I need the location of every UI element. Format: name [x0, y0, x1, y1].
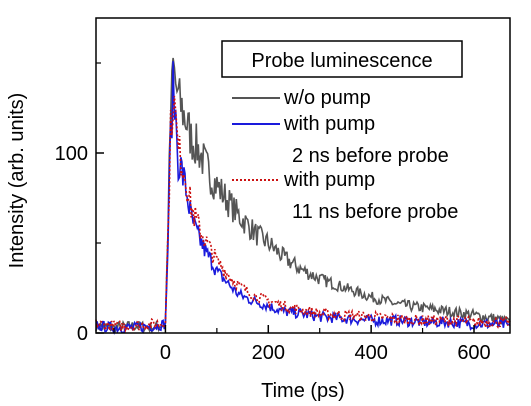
- axes: 0 200 400 600 0 100: [55, 62, 491, 364]
- y-tick-label: 0: [77, 323, 88, 345]
- x-tick-label: 0: [160, 342, 171, 364]
- y-tick-label: 100: [55, 143, 88, 165]
- x-axis-title: Time (ps): [261, 380, 345, 402]
- legend-label-2: with pump: [283, 113, 375, 135]
- legend-sublabel-2: 2 ns before probe: [292, 145, 449, 167]
- legend-title-box: [221, 40, 463, 78]
- legend-label-1: w/o pump: [283, 87, 371, 109]
- legend-sublabel-3: 11 ns before probe: [292, 201, 458, 223]
- plot-frame: [95, 17, 511, 334]
- x-tick-label: 600: [457, 342, 490, 364]
- legend-label-3: with pump: [283, 169, 375, 191]
- x-tick-label: 200: [252, 342, 285, 364]
- plot-area: [95, 57, 511, 335]
- series-line-3: [95, 95, 511, 335]
- x-tick-label: 400: [354, 342, 387, 364]
- series-line-2: [95, 61, 511, 335]
- legend-title: Probe luminescence: [251, 50, 432, 72]
- y-axis-title: Intensity (arb. units): [6, 93, 28, 269]
